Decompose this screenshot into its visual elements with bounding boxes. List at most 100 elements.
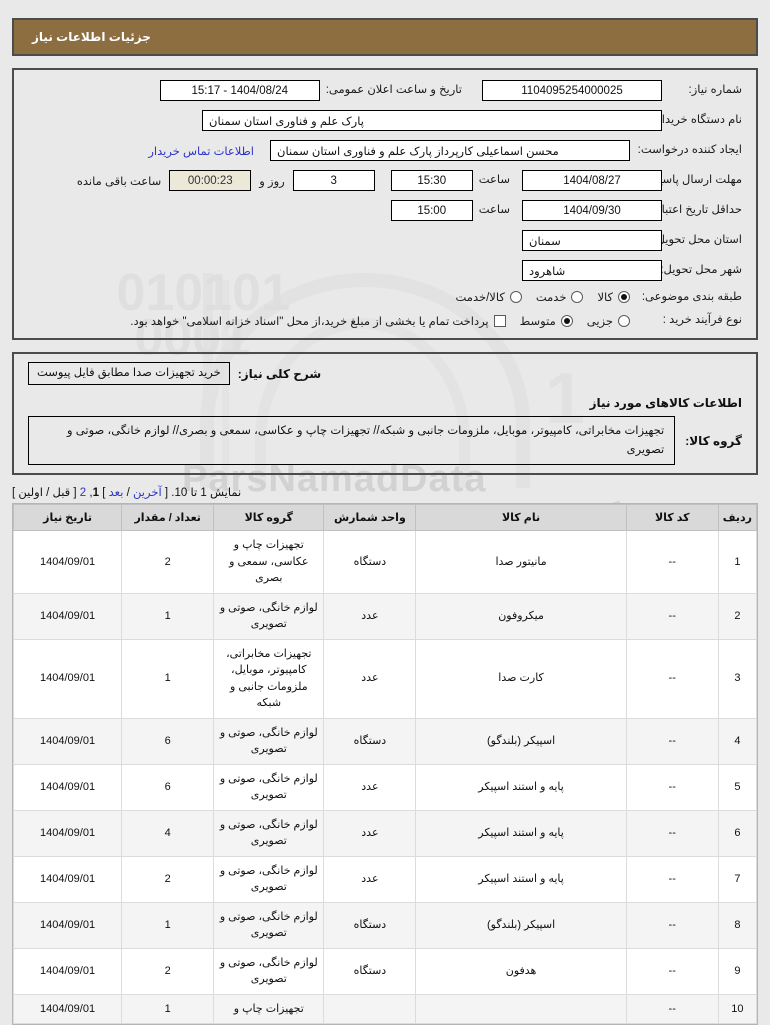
cell-unit: عدد [323, 763, 417, 811]
column-header-qty: تعداد / مقدار [121, 504, 215, 532]
cell-radif: 5 [717, 763, 758, 811]
cell-group: لوازم خانگی، صوتی و تصویری [213, 901, 325, 949]
row-goods-group: گروه کالا: تجهیزات مخابراتی، کامپیوتر، م… [28, 416, 742, 466]
request-creator-value: محسن اسماعیلی کارپرداز پارک علم و فناوری… [270, 140, 630, 161]
remaining-days-value: 3 [292, 170, 375, 191]
table-row[interactable]: 3 -- کارت صدا عدد تجهیزات مخابراتی، کامپ… [12, 638, 758, 719]
cell-qty: 1 [121, 993, 215, 1025]
radio-goods-icon[interactable] [618, 291, 630, 304]
row-need-number: شماره نیاز: 1104095254000025 تاریخ و ساع… [28, 80, 742, 101]
cell-code: -- [625, 855, 719, 903]
need-summary-label: شرح کلی نیاز: [237, 366, 322, 381]
cell-group: لوازم خانگی، صوتی و تصویری [213, 592, 325, 640]
pagination-page-1[interactable]: 1 [92, 487, 100, 500]
treasury-checkbox-icon[interactable] [493, 314, 506, 327]
buyer-org-label: نام دستگاه خریدار: [653, 114, 742, 127]
cell-radif: 2 [717, 592, 758, 640]
need-summary-value: خرید تجهیزات صدا مطابق فایل پیوست [28, 361, 230, 386]
cell-group: لوازم خانگی، صوتی و تصویری [213, 947, 325, 995]
cell-qty: 1 [121, 901, 215, 949]
cell-unit [323, 993, 417, 1025]
cell-unit: دستگاه [323, 901, 417, 949]
countdown-timer: 00:00:23 [169, 170, 252, 191]
purchase-process-label: نوع فرآیند خرید : [662, 314, 742, 327]
cell-code: -- [625, 901, 719, 949]
radio-minor-icon[interactable] [618, 314, 630, 327]
radio-option-medium[interactable]: متوسط [520, 314, 573, 328]
cell-group: تجهیزات چاپ و [213, 993, 325, 1025]
pagination-next-link[interactable]: بعد [108, 487, 124, 500]
table-row[interactable]: 6 -- پایه و استند اسپیکر عدد لوازم خانگی… [12, 809, 758, 857]
radio-service-icon[interactable] [571, 291, 584, 304]
announce-datetime-label: تاریخ و ساعت اعلان عمومی: [325, 84, 462, 97]
table-row[interactable]: 7 -- پایه و استند اسپیکر عدد لوازم خانگی… [12, 855, 758, 903]
row-price-validity: حداقل تاریخ اعتبار قیمت: تا تاریخ: 1404/… [28, 200, 742, 221]
radio-goods-service-icon[interactable] [509, 291, 522, 304]
pagination-page-2[interactable]: 2 [79, 487, 87, 500]
pagination: نمایش 1 تا 10. [ آخرین / بعد ] 1, 2 [ قب… [12, 485, 758, 499]
cell-unit: عدد [323, 855, 417, 903]
pagination-prev-link[interactable]: قبل [52, 487, 71, 500]
table-row[interactable]: 4 -- اسپیکر (بلندگو) دستگاه لوازم خانگی،… [12, 717, 758, 765]
column-header-date: تاریخ نیاز [12, 504, 123, 532]
cell-name: هدفون [415, 947, 627, 995]
cell-group: لوازم خانگی، صوتی و تصویری [213, 809, 325, 857]
cell-name: مانیتور صدا [415, 530, 627, 594]
countdown-label: ساعت باقی مانده [76, 175, 162, 188]
radio-option-goods-service[interactable]: کالا/خدمت [456, 290, 522, 304]
goods-group-value: تجهیزات مخابراتی، کامپیوتر، موبایل، ملزو… [28, 416, 676, 466]
cell-date: 1404/09/01 [12, 592, 123, 640]
cell-unit: دستگاه [323, 717, 417, 765]
goods-section-title: اطلاعات کالاهای مورد نیاز [589, 396, 742, 411]
row-need-summary: شرح کلی نیاز: خرید تجهیزات صدا مطابق فای… [28, 361, 742, 386]
remaining-days-label: روز و [259, 175, 285, 188]
table-row[interactable]: 8 -- اسپیکر (بلندگو) دستگاه لوازم خانگی،… [12, 901, 758, 949]
cell-unit: عدد [323, 809, 417, 857]
goods-group-label: گروه کالا: [685, 433, 742, 448]
goods-table-wrapper: ردیف کد کالا نام کالا واحد شمارش گروه کا… [12, 503, 758, 1025]
delivery-province-label: استان محل تحویل: [653, 234, 742, 247]
pagination-close-bracket-1: ] [102, 487, 106, 500]
pagination-comma: , [89, 487, 93, 500]
pagination-sep-2: / [46, 487, 50, 500]
radio-option-minor[interactable]: جزیی [587, 314, 630, 328]
announce-datetime-value: 1404/08/24 - 15:17 [159, 80, 320, 101]
cell-radif: 10 [717, 993, 758, 1025]
radio-option-goods[interactable]: کالا [597, 290, 630, 304]
need-info-panel: شماره نیاز: 1104095254000025 تاریخ و ساع… [12, 68, 758, 340]
table-row[interactable]: 10 -- تجهیزات چاپ و 1 1404/09/01 [12, 993, 758, 1025]
cell-date: 1404/09/01 [12, 809, 123, 857]
row-delivery-city: شهر محل تحویل: شاهرود [28, 260, 742, 281]
cell-name: پایه و استند اسپیکر [415, 809, 627, 857]
column-header-name: نام کالا [415, 504, 627, 532]
cell-name: اسپیکر (بلندگو) [415, 717, 627, 765]
response-deadline-label: مهلت ارسال پاسخ: تا تاریخ: [612, 174, 742, 187]
treasury-checkbox-option[interactable]: پرداخت تمام یا بخشی از مبلغ خرید،از محل … [130, 314, 506, 328]
delivery-city-label: شهر محل تحویل: [660, 264, 742, 277]
cell-qty: 2 [121, 530, 215, 594]
cell-date: 1404/09/01 [12, 947, 123, 995]
buyer-contact-link[interactable]: اطلاعات تماس خریدار [148, 145, 254, 158]
delivery-city-value: شاهرود [522, 260, 662, 281]
cell-unit: دستگاه [323, 947, 417, 995]
pagination-open-bracket-2: [ [73, 487, 77, 500]
table-row[interactable]: 2 -- میکروفون عدد لوازم خانگی، صوتی و تص… [12, 592, 758, 640]
goods-info-panel: شرح کلی نیاز: خرید تجهیزات صدا مطابق فای… [12, 351, 758, 476]
table-row[interactable]: 9 -- هدفون دستگاه لوازم خانگی، صوتی و تص… [12, 947, 758, 995]
cell-radif: 8 [717, 901, 758, 949]
cell-qty: 6 [121, 763, 215, 811]
table-row[interactable]: 1 -- مانیتور صدا دستگاه تجهیزات چاپ و عک… [12, 530, 758, 594]
cell-code: -- [625, 763, 719, 811]
table-row[interactable]: 5 -- پایه و استند اسپیکر عدد لوازم خانگی… [12, 763, 758, 811]
cell-radif: 6 [717, 809, 758, 857]
radio-option-service[interactable]: خدمت [536, 290, 584, 304]
goods-table-body: 1 -- مانیتور صدا دستگاه تجهیزات چاپ و عک… [12, 530, 758, 1025]
radio-medium-icon[interactable] [560, 314, 573, 327]
cell-date: 1404/09/01 [12, 530, 123, 594]
pagination-first-link[interactable]: اولین [18, 487, 43, 500]
cell-radif: 9 [717, 947, 758, 995]
row-delivery-province: استان محل تحویل: سمنان [28, 230, 742, 251]
need-number-value: 1104095254000025 [482, 80, 662, 101]
cell-name: پایه و استند اسپیکر [415, 763, 627, 811]
pagination-last-link[interactable]: آخرین [133, 487, 162, 500]
